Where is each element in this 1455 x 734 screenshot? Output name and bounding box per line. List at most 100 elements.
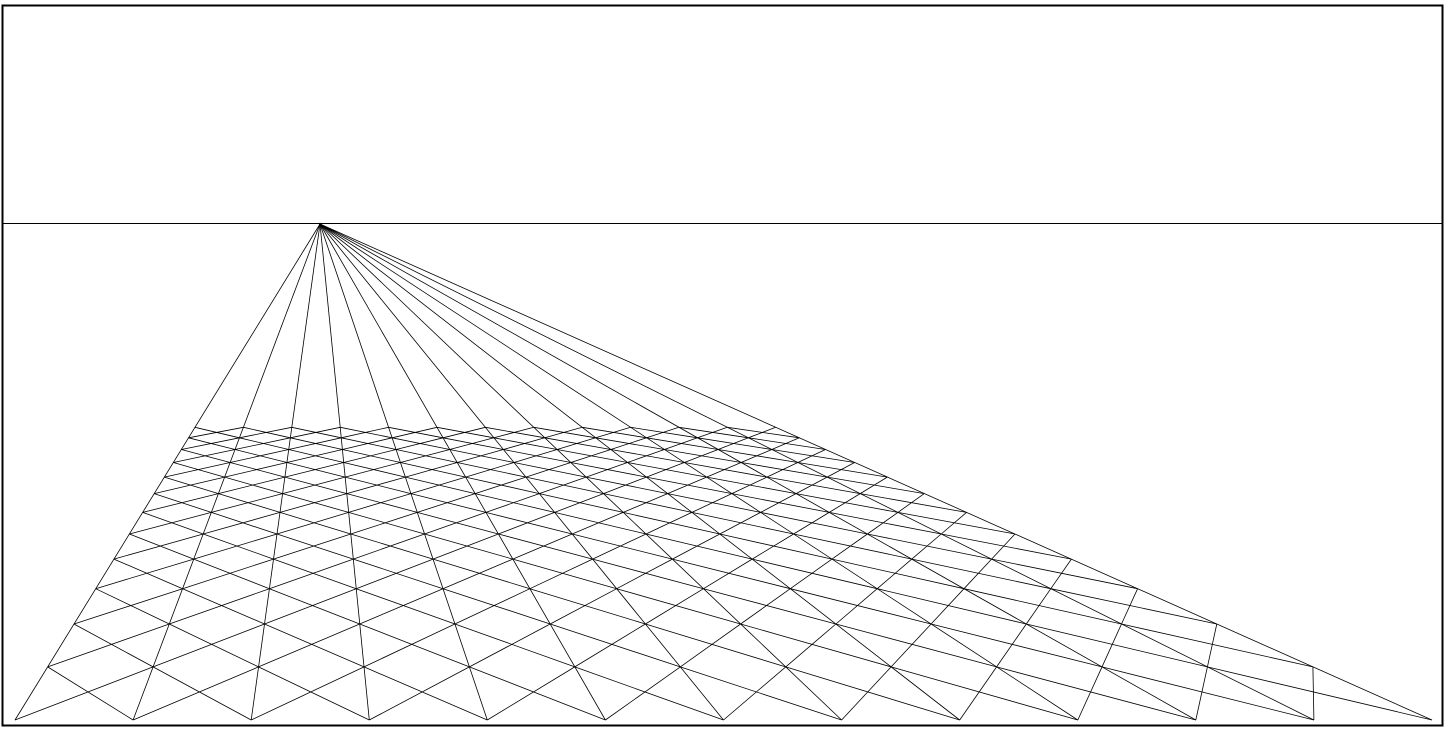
grid-line-a bbox=[417, 512, 498, 534]
grid-line-a bbox=[829, 512, 941, 534]
grid-line-b bbox=[664, 438, 697, 450]
grid-line-b bbox=[425, 512, 486, 534]
grid-line-a bbox=[1026, 624, 1207, 667]
grid-line-a bbox=[898, 512, 1015, 534]
grid-line-a bbox=[1122, 624, 1313, 667]
grid-line-a bbox=[877, 589, 1026, 624]
grid-line-b bbox=[860, 477, 887, 494]
grid-line-a bbox=[405, 477, 475, 494]
grid-line-b bbox=[466, 463, 514, 478]
grid-line-a bbox=[530, 589, 646, 624]
grid-line-a bbox=[218, 494, 280, 513]
grid-line-a bbox=[628, 463, 707, 478]
grid-line-a bbox=[645, 624, 785, 667]
grid-line-b bbox=[513, 534, 572, 559]
grid-line-b bbox=[772, 438, 800, 450]
grid-line-b bbox=[183, 559, 274, 589]
grid-line-a bbox=[741, 624, 892, 667]
grid-line-a bbox=[486, 512, 572, 534]
grid-line-a bbox=[356, 589, 455, 624]
grid-line-b bbox=[680, 624, 740, 667]
grid-line-b bbox=[593, 534, 646, 559]
grid-lines-set-a bbox=[48, 427, 1432, 720]
grid-line-b bbox=[164, 463, 230, 478]
grid-line-b bbox=[1051, 559, 1072, 589]
vanishing-ray bbox=[320, 224, 724, 720]
grid-line-a bbox=[767, 477, 860, 494]
grid-line-b bbox=[891, 624, 931, 667]
grid-line-b bbox=[251, 667, 364, 720]
grid-line-b bbox=[767, 463, 798, 478]
grid-line-a bbox=[539, 494, 623, 513]
grid-line-a bbox=[604, 494, 692, 513]
grid-line-b bbox=[611, 438, 647, 450]
grid-line-a bbox=[143, 512, 204, 534]
grid-line-a bbox=[360, 624, 470, 667]
grid-line-a bbox=[153, 667, 251, 720]
vanishing-ray bbox=[320, 224, 1432, 720]
grid-line-b bbox=[931, 589, 964, 624]
grid-line-b bbox=[992, 534, 1015, 559]
grid-line-a bbox=[285, 477, 347, 494]
grid-line-a bbox=[455, 624, 575, 667]
grid-line-a bbox=[274, 559, 357, 589]
grid-line-b bbox=[668, 477, 707, 494]
grid-line-b bbox=[526, 463, 571, 478]
vanishing-ray bbox=[320, 224, 1314, 720]
grid-line-a bbox=[129, 534, 193, 559]
grid-line-a bbox=[704, 589, 836, 624]
grid-line-a bbox=[586, 477, 668, 494]
grid-line-b bbox=[274, 534, 351, 559]
grid-line-a bbox=[457, 463, 526, 478]
grid-line-b bbox=[752, 534, 793, 559]
grid-line-b bbox=[48, 624, 170, 667]
grid-line-a bbox=[593, 559, 704, 589]
grid-line-a bbox=[469, 667, 605, 720]
grid-line-b bbox=[557, 438, 596, 450]
grid-line-a bbox=[611, 450, 685, 463]
grid-line-b bbox=[345, 463, 400, 478]
grid-line-b bbox=[829, 494, 860, 513]
grid-line-a bbox=[891, 667, 1078, 720]
grid-line-b bbox=[555, 494, 604, 513]
grid-line-b bbox=[169, 589, 269, 624]
grid-line-a bbox=[411, 494, 486, 513]
grid-line-b bbox=[153, 624, 264, 667]
grid-line-b bbox=[575, 624, 646, 667]
grid-line-a bbox=[225, 477, 283, 494]
grid-line-b bbox=[356, 559, 433, 589]
grid-line-b bbox=[571, 450, 611, 463]
grid-line-b bbox=[718, 438, 748, 450]
grid-line-b bbox=[494, 427, 534, 438]
grid-line-b bbox=[143, 494, 219, 513]
grid-line-b bbox=[450, 438, 494, 450]
grid-line-a bbox=[796, 494, 898, 513]
grid-line-b bbox=[154, 477, 224, 494]
grid-line-b bbox=[230, 450, 289, 463]
grid-line-a bbox=[647, 438, 719, 450]
grid-line-b bbox=[486, 494, 539, 513]
grid-line-a bbox=[772, 450, 855, 463]
grid-line-b bbox=[443, 559, 513, 589]
grid-line-a bbox=[1051, 589, 1217, 624]
grid-line-a bbox=[74, 624, 153, 667]
grid-line-b bbox=[344, 450, 396, 463]
grid-line-a bbox=[964, 589, 1122, 624]
grid-line-a bbox=[183, 589, 265, 624]
grid-line-a bbox=[832, 559, 964, 589]
grid-line-b bbox=[211, 494, 282, 513]
grid-line-b bbox=[596, 427, 631, 438]
grid-line-a bbox=[194, 559, 270, 589]
grid-line-a bbox=[154, 494, 211, 513]
grid-line-a bbox=[545, 438, 611, 450]
grid-line-b bbox=[646, 512, 692, 534]
grid-line-b bbox=[724, 667, 786, 720]
grid-line-a bbox=[575, 667, 724, 720]
grid-line-a bbox=[741, 463, 827, 478]
grid-line-b bbox=[259, 624, 360, 667]
grid-line-b bbox=[349, 494, 411, 513]
grid-line-a bbox=[672, 559, 790, 589]
grid-line-b bbox=[405, 463, 457, 478]
grid-line-b bbox=[503, 438, 544, 450]
vanishing-ray bbox=[320, 224, 1196, 720]
